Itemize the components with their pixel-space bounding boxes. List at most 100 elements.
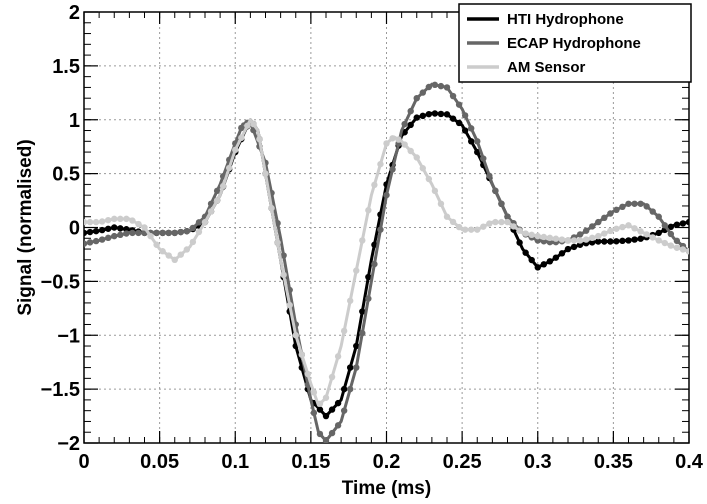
data-point xyxy=(685,218,689,226)
data-point xyxy=(359,329,366,337)
data-point xyxy=(522,249,529,256)
data-point xyxy=(625,222,632,229)
data-point xyxy=(516,239,523,246)
data-point xyxy=(274,239,281,246)
y-tick-label: −0.5 xyxy=(41,271,80,293)
data-point xyxy=(165,252,172,259)
data-point xyxy=(437,82,445,90)
data-point xyxy=(449,115,457,122)
data-point xyxy=(383,191,390,199)
data-point xyxy=(413,114,420,121)
data-point xyxy=(492,187,499,195)
data-point xyxy=(353,364,360,371)
legend: HTI Hydrophone ECAP Hydrophone AM Sensor xyxy=(458,3,692,83)
data-point xyxy=(105,225,112,232)
data-point xyxy=(183,246,191,253)
data-point xyxy=(407,147,414,155)
data-point xyxy=(353,267,360,274)
data-point xyxy=(377,160,384,168)
data-point xyxy=(540,233,547,241)
data-point xyxy=(111,224,118,231)
data-point xyxy=(564,237,572,244)
data-point xyxy=(322,412,330,420)
data-point xyxy=(328,429,336,437)
data-point xyxy=(649,208,656,215)
x-tick-label: 0.4 xyxy=(675,451,704,473)
data-point xyxy=(468,125,475,132)
data-point xyxy=(105,234,112,242)
data-point xyxy=(177,251,184,258)
data-point xyxy=(589,223,596,230)
data-point xyxy=(177,228,184,236)
x-tick-label: 0.35 xyxy=(594,451,633,473)
data-point xyxy=(238,134,245,142)
data-point xyxy=(383,140,390,147)
data-point xyxy=(552,235,560,242)
data-point xyxy=(159,229,166,237)
data-point xyxy=(570,237,578,244)
data-point xyxy=(84,229,88,237)
x-tick-labels: 0 0.05 0.1 0.15 0.2 0.25 0.3 0.35 0.4 xyxy=(78,451,703,473)
data-point xyxy=(534,264,541,271)
data-point xyxy=(213,187,221,195)
data-point xyxy=(576,237,584,244)
data-point xyxy=(86,228,94,236)
y-tick-label: 0.5 xyxy=(52,164,80,186)
data-point xyxy=(437,200,445,207)
data-point xyxy=(111,232,118,240)
data-point xyxy=(625,200,632,207)
data-point xyxy=(250,120,257,128)
data-point xyxy=(334,399,342,407)
data-point xyxy=(564,245,572,253)
data-point xyxy=(619,223,626,231)
data-point xyxy=(201,218,209,226)
data-point xyxy=(498,200,505,207)
data-point xyxy=(552,254,560,261)
data-point xyxy=(679,220,687,227)
data-point xyxy=(92,227,100,235)
x-tick-label: 0 xyxy=(78,451,89,473)
data-point xyxy=(498,218,505,226)
data-point xyxy=(468,226,475,233)
data-point xyxy=(679,246,687,253)
data-point xyxy=(153,229,160,237)
data-point xyxy=(117,231,124,239)
data-point xyxy=(455,119,463,127)
data-point xyxy=(213,197,221,204)
legend-label: ECAP Hydrophone xyxy=(507,35,641,52)
data-point xyxy=(589,239,596,246)
data-point xyxy=(667,230,675,238)
data-point xyxy=(474,148,481,156)
data-point xyxy=(98,236,106,243)
data-point xyxy=(685,248,689,255)
data-point xyxy=(595,238,602,245)
data-point xyxy=(613,206,620,214)
data-point xyxy=(147,232,154,240)
data-point xyxy=(365,273,372,281)
data-point xyxy=(105,216,112,224)
data-point xyxy=(219,182,227,190)
data-point xyxy=(480,155,487,162)
data-point xyxy=(347,297,354,304)
data-point xyxy=(371,181,378,189)
data-point xyxy=(649,234,656,241)
data-point xyxy=(443,111,451,118)
data-point xyxy=(86,218,94,226)
data-point xyxy=(377,226,384,233)
data-point xyxy=(667,223,675,231)
data-point xyxy=(117,225,124,232)
data-point xyxy=(504,213,511,220)
data-point xyxy=(371,260,378,268)
data-point xyxy=(371,241,378,248)
x-axis-title: Time (ms) xyxy=(342,478,431,499)
data-point xyxy=(413,95,420,102)
data-point xyxy=(111,215,118,223)
data-point xyxy=(401,141,408,148)
data-point xyxy=(340,385,348,393)
data-point xyxy=(92,218,100,226)
data-point xyxy=(449,218,457,226)
y-tick-label: 1 xyxy=(69,110,80,132)
data-point xyxy=(631,236,638,243)
data-point xyxy=(123,230,130,237)
